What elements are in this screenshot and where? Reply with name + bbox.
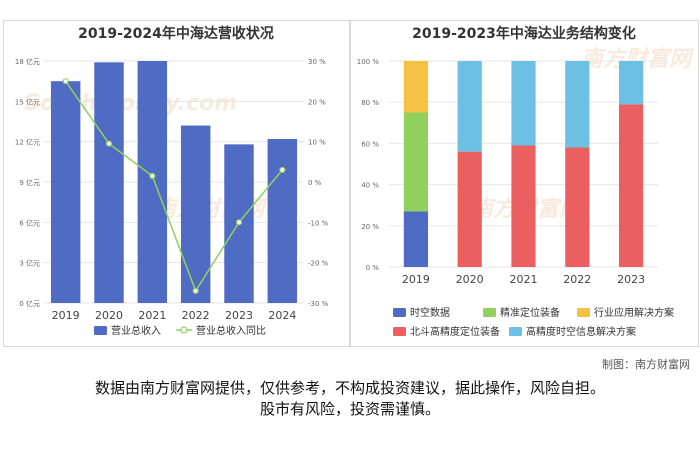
bar-revenue [50, 81, 81, 303]
y-right-tick-label: -20 % [308, 260, 329, 268]
y-left-tick-label: 9 亿元 [19, 178, 40, 187]
y-tick-label: 100 % [357, 58, 380, 66]
disclaimer-line-1: 数据由南方财富网提供，仅供参考，不构成投资建议，据此操作，风险自担。 [94, 379, 605, 397]
legend-label: 精准定位装备 [500, 306, 560, 319]
y-left-tick-label: 15 亿元 [15, 97, 40, 106]
business-structure-chart: 2019-2023年中海达业务结构变化 0 % 20 % 40 % 60 % 80 % 10… [357, 25, 674, 338]
chart-credit: 制图：南方财富网 [602, 358, 690, 371]
y-right-tick-label: -30 % [308, 300, 329, 308]
x-tick-label: 2024 [268, 309, 296, 322]
y-left-tick-label: 18 亿元 [15, 57, 40, 66]
legend-swatch [483, 308, 496, 317]
bar-segment [403, 112, 429, 212]
bar-revenue [267, 138, 298, 303]
bar-segment [618, 104, 644, 267]
legend-swatch [509, 327, 522, 336]
bar-segment [565, 61, 590, 148]
legend-label: 行业应用解决方案 [594, 306, 674, 319]
line-revenue-yoy [65, 80, 283, 293]
legend-label-yoy: 营业总收入同比 [196, 324, 266, 337]
legend-swatch [393, 327, 406, 336]
bar-segment [403, 211, 429, 267]
legend-label: 北斗高精度定位装备 [410, 325, 500, 338]
x-tick-label: 2023 [617, 273, 645, 286]
bar-segment [565, 147, 590, 267]
line-point-revenue-yoy [105, 140, 113, 147]
legend-marker-yoy [180, 326, 188, 334]
legend-label: 高精度时空信息解决方案 [526, 325, 636, 338]
line-point-revenue-yoy [279, 166, 286, 173]
y-left-tick-label: 12 亿元 [15, 138, 40, 147]
x-tick-label: 2023 [225, 309, 253, 322]
bar-segment [457, 151, 482, 267]
line-point-revenue-yoy [192, 287, 199, 294]
legend-label-revenue: 营业总收入 [111, 324, 161, 337]
y-right-tick-label: 0 % [308, 179, 322, 187]
disclaimer: 数据由南方财富网提供，仅供参考，不构成投资建议，据此操作，风险自担。 股市有风险… [0, 378, 700, 420]
x-tick-label: 2020 [456, 273, 484, 286]
y-left-tick-label: 6 亿元 [19, 218, 40, 227]
y-tick-label: 0 % [366, 264, 380, 272]
x-tick-label: 2022 [182, 309, 210, 322]
legend-swatch-revenue [94, 326, 107, 335]
legend-swatch [577, 308, 590, 317]
x-tick-label: 2019 [52, 309, 80, 322]
y-right-tick-label: 30 % [308, 58, 326, 66]
x-tick-label: 2021 [138, 309, 166, 322]
line-point-revenue-yoy [62, 78, 69, 85]
chart-title: 2019-2023年中海达业务结构变化 [412, 25, 636, 42]
bar-segment [618, 61, 644, 105]
x-tick-label: 2022 [563, 273, 591, 286]
y-right-tick-label: 10 % [308, 139, 326, 147]
bar-revenue [94, 62, 124, 303]
y-tick-label: 20 % [361, 223, 379, 231]
legend-swatch [393, 308, 406, 317]
bar-revenue [137, 61, 168, 303]
x-tick-label: 2019 [402, 273, 430, 286]
line-point-revenue-yoy [149, 172, 156, 180]
chart-title: 2019-2024年中海达营收状况 [78, 25, 274, 42]
y-right-tick-label: -10 % [308, 219, 329, 227]
legend-label: 时空数据 [410, 306, 450, 319]
x-tick-label: 2020 [95, 309, 123, 322]
disclaimer-line-2: 股市有风险，投资需谨慎。 [259, 400, 440, 418]
bar-segment [511, 145, 536, 267]
y-tick-label: 40 % [361, 182, 379, 190]
y-tick-label: 60 % [361, 140, 379, 148]
revenue-chart: 2019-2024年中海达营收状况 0 亿元 3 亿元 6 亿元 9 亿元 12 亿元 15… [15, 25, 329, 337]
y-left-tick-label: 3 亿元 [19, 259, 40, 268]
y-tick-label: 80 % [361, 99, 379, 107]
revenue-chart-panel: Southmoney.com 南方财富网 2019-2024年中海达营收状况0 … [3, 20, 350, 347]
y-right-tick-label: 20 % [308, 98, 326, 106]
bar-segment [511, 61, 536, 146]
y-left-tick-label: 0 亿元 [19, 299, 40, 308]
bar-segment [457, 61, 482, 152]
bar-revenue [180, 125, 211, 304]
x-tick-label: 2021 [510, 273, 538, 286]
bar-segment [403, 61, 429, 113]
line-point-revenue-yoy [235, 219, 243, 226]
